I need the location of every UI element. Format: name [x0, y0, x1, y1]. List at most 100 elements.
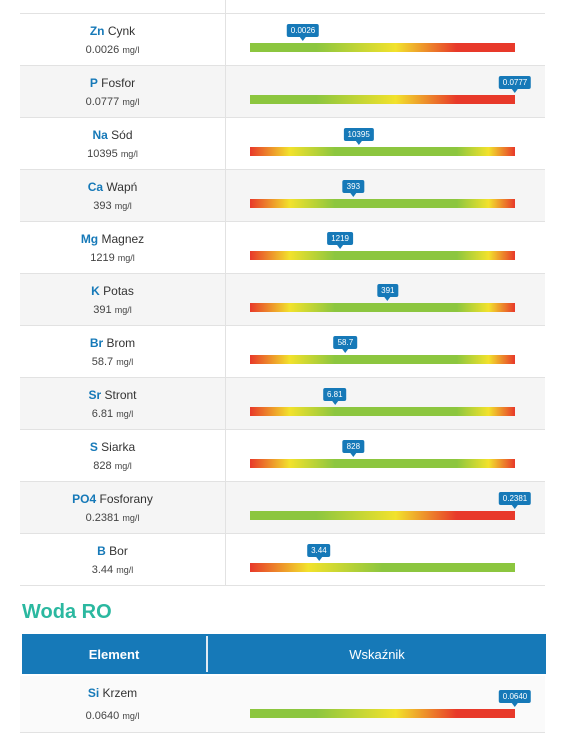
table-row: Sr Stront 6.81 mg/l 6.81	[20, 378, 545, 430]
indicator-bar: 828	[250, 440, 515, 468]
value-unit: mg/l	[117, 253, 135, 263]
element-value: 828 mg/l	[20, 460, 205, 472]
row-divider	[20, 0, 226, 13]
table-row: Zn Cynk 0.0026 mg/l 0.0026	[20, 14, 545, 66]
element-cell: S Siarka 828 mg/l	[20, 430, 226, 481]
element-cell: P Fosfor 0.0777 mg/l	[20, 66, 226, 117]
table-row: Ca Wapń 393 mg/l 393	[20, 170, 545, 222]
header-divider	[206, 636, 208, 672]
header-indicator: Wskaźnik	[349, 647, 405, 662]
element-name: Sr Stront	[20, 388, 205, 402]
value-unit: mg/l	[114, 201, 132, 211]
section-title-ro: Woda RO	[22, 601, 112, 623]
indicator-marker: 0.2381	[498, 492, 532, 509]
element-cell: Si Krzem 0.0640 mg/l	[20, 676, 225, 732]
indicator-marker: 3.44	[307, 544, 331, 561]
value-unit: mg/l	[116, 565, 134, 575]
element-value: 10395 mg/l	[20, 148, 205, 160]
element-cell: Br Brom 58.7 mg/l	[20, 326, 226, 377]
element-cell: Na Sód 10395 mg/l	[20, 118, 226, 169]
element-symbol: S	[89, 440, 98, 454]
element-label: Siarka	[101, 440, 136, 454]
element-label: Krzem	[102, 686, 138, 700]
element-value: 0.2381 mg/l	[20, 512, 205, 524]
value-unit: mg/l	[122, 97, 140, 107]
element-label: Stront	[104, 388, 137, 402]
indicator-marker: 828	[342, 440, 365, 457]
indicator-bar: 6.81	[250, 388, 515, 416]
value-number: 6.81	[91, 408, 114, 420]
element-value: 393 mg/l	[20, 200, 205, 212]
value-number: 10395	[87, 148, 118, 160]
value-unit: mg/l	[114, 461, 132, 471]
element-cell: Ca Wapń 393 mg/l	[20, 170, 226, 221]
element-name: K Potas	[20, 284, 205, 298]
value-number: 3.44	[91, 564, 114, 576]
element-symbol: Zn	[89, 24, 105, 38]
value-number: 0.0640	[85, 710, 120, 722]
table-row: Na Sód 10395 mg/l 10395	[20, 118, 545, 170]
value-number: 391	[93, 304, 112, 316]
indicator-bar: 0.0026	[250, 24, 515, 52]
element-label: Cynk	[107, 24, 136, 38]
element-symbol: PO4	[72, 492, 97, 506]
indicator-marker: 0.0026	[286, 24, 320, 41]
element-value: 0.0777 mg/l	[20, 96, 205, 108]
indicator-marker: 393	[342, 180, 365, 197]
element-table: Zn Cynk 0.0026 mg/l 0.0026 P Fosfor 0.07…	[20, 0, 545, 586]
element-value: 3.44 mg/l	[20, 564, 205, 576]
element-label: Fosforany	[99, 492, 153, 506]
element-label: Wapń	[106, 180, 138, 194]
indicator-marker: 6.81	[323, 388, 347, 405]
indicator-bar: 10395	[250, 128, 515, 156]
ro-table-header: Element Wskaźnik	[22, 634, 546, 674]
indicator-marker: 58.7	[333, 336, 358, 353]
element-cell: K Potas 391 mg/l	[20, 274, 226, 325]
element-symbol: B	[97, 544, 106, 558]
indicator-marker: 10395	[343, 128, 374, 145]
value-number: 0.2381	[85, 512, 120, 524]
element-cell: B Bor 3.44 mg/l	[20, 534, 226, 585]
value-number: 828	[93, 460, 112, 472]
indicator-marker: 1219	[327, 232, 353, 249]
element-symbol: Si	[87, 686, 100, 700]
value-unit: mg/l	[122, 45, 140, 55]
element-label: Fosfor	[101, 76, 136, 90]
table-row: Mg Magnez 1219 mg/l 1219	[20, 222, 545, 274]
table-row: Br Brom 58.7 mg/l 58.7	[20, 326, 545, 378]
element-cell: Sr Stront 6.81 mg/l	[20, 378, 226, 429]
element-name: B Bor	[20, 544, 205, 558]
value-unit: mg/l	[120, 149, 138, 159]
indicator-marker: 391	[377, 284, 399, 301]
element-name: Si Krzem	[20, 686, 205, 700]
element-symbol: Br	[89, 336, 104, 350]
element-symbol: Ca	[87, 180, 104, 194]
value-unit: mg/l	[122, 513, 140, 523]
element-cell: Mg Magnez 1219 mg/l	[20, 222, 226, 273]
ro-table-body: Si Krzem 0.0640 mg/l 0.0640	[20, 676, 545, 733]
element-label: Bor	[109, 544, 128, 558]
element-label: Brom	[106, 336, 136, 350]
indicator-marker: 0.0777	[498, 76, 532, 93]
element-value: 1219 mg/l	[20, 252, 205, 264]
value-number: 1219	[90, 252, 115, 264]
element-name: Ca Wapń	[20, 180, 205, 194]
table-row: PO4 Fosforany 0.2381 mg/l 0.2381	[20, 482, 545, 534]
table-row: K Potas 391 mg/l 391	[20, 274, 545, 326]
value-number: 58.7	[91, 356, 114, 368]
element-name: P Fosfor	[20, 76, 205, 90]
value-unit: mg/l	[116, 357, 134, 367]
value-number: 0.0777	[85, 96, 120, 108]
indicator-marker: 0.0640	[498, 690, 532, 707]
indicator-bar: 0.0777	[250, 76, 532, 104]
element-value: 58.7 mg/l	[20, 356, 205, 368]
element-symbol: P	[89, 76, 98, 90]
table-row: P Fosfor 0.0777 mg/l 0.0777	[20, 66, 545, 118]
indicator-bar: 0.2381	[250, 492, 532, 520]
element-value: 6.81 mg/l	[20, 408, 205, 420]
element-symbol: Mg	[80, 232, 99, 246]
element-name: Zn Cynk	[20, 24, 205, 38]
element-value: 0.0640 mg/l	[20, 710, 205, 722]
element-value: 391 mg/l	[20, 304, 205, 316]
element-name: S Siarka	[20, 440, 205, 454]
